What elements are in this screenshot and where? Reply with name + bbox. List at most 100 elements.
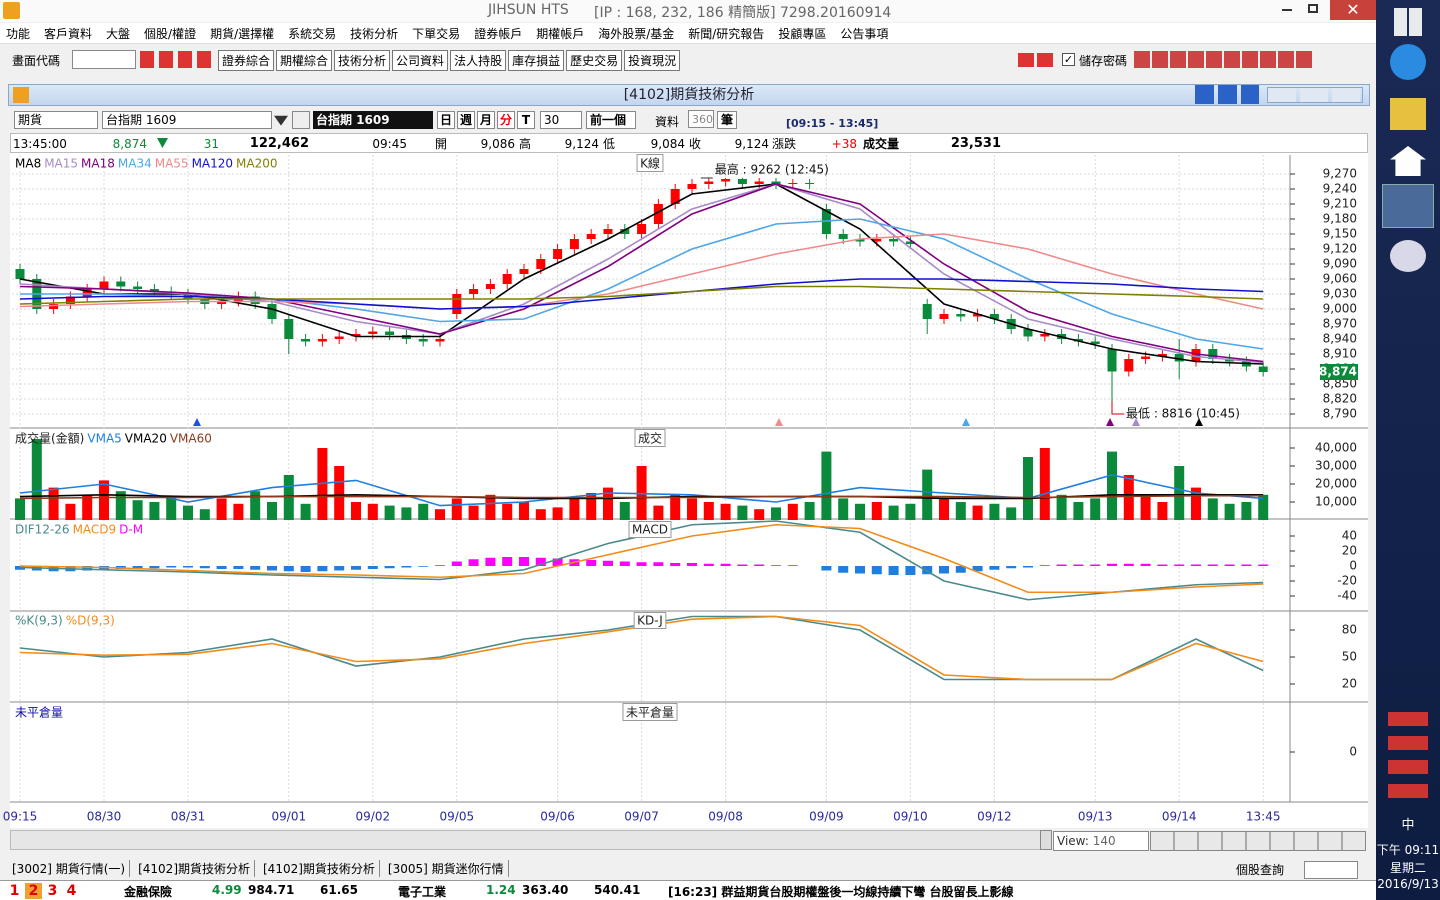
unit-button[interactable]: 筆 [717,111,737,129]
scroll-track[interactable] [10,830,1050,850]
tab[interactable]: [4102]期貨技術分析 [134,859,255,877]
market-select[interactable]: 期貨 [14,111,98,129]
menu-item[interactable]: 證券帳戶 [474,26,523,41]
menu-item[interactable]: 下單交易 [412,26,461,41]
tool-icons[interactable] [140,51,216,68]
x-tick-label: 09/12 [977,810,1012,824]
period-button[interactable]: T [517,111,535,129]
count-input[interactable]: 360 [688,110,714,128]
search-button[interactable] [292,111,310,129]
subwindow-tools[interactable] [1195,85,1259,104]
chart-tools[interactable] [1150,831,1366,851]
candle-body [301,339,311,342]
menu-item[interactable]: 系統交易 [288,26,337,41]
explorer-icon[interactable] [1390,98,1426,130]
ie-icon[interactable] [1390,44,1426,80]
volume-bar [871,502,882,520]
menu-item[interactable]: 期貨/選擇權 [210,26,275,41]
tab[interactable]: [3005] 期貨迷你行情 [384,859,509,877]
menu-item[interactable]: 新聞/研究報告 [688,26,765,41]
period-button[interactable]: 分 [497,111,515,129]
candle-body [1191,349,1201,362]
page-block[interactable]: 3 [47,883,58,899]
menu-item[interactable]: 客戶資料 [44,26,93,41]
tab[interactable]: [4102]期貨技術分析 [259,859,380,877]
home-icon[interactable] [1390,146,1426,176]
minutes-select[interactable]: 30 [540,111,582,129]
toolbar-button[interactable]: 法人持股 [450,50,507,71]
toolbar-button[interactable]: 投資現況 [624,50,681,71]
nav-arrows[interactable] [1018,53,1054,67]
y-tick-label: 8,790 [1323,407,1357,421]
candle-body [939,314,949,319]
high-label: 高 [519,137,532,151]
subwindow-icon [13,87,29,103]
histogram-bar [1174,564,1185,566]
prev-button[interactable]: 前一個 [586,111,636,129]
histogram-bar [754,564,765,566]
candle-body [687,184,697,189]
legend-entry: VMA5 [87,432,121,446]
paint-icon[interactable] [1390,240,1426,272]
menu-item[interactable]: 大盤 [106,26,131,41]
series-line [19,474,1264,507]
menu-item[interactable]: 技術分析 [350,26,399,41]
view-box[interactable]: View: 140 [1053,831,1149,851]
candle-body [973,314,983,317]
menu-item[interactable]: 海外股票/基金 [598,26,675,41]
symbol-select[interactable]: 台指期 1609 [102,111,272,129]
period-button[interactable]: 月 [477,111,495,129]
y-tick-label: 20 [1342,544,1357,558]
save-password-label: 儲存密碼 [1079,54,1128,68]
page-block[interactable]: 4 [66,883,77,899]
hts-icon[interactable] [1382,184,1434,228]
toolbar-button[interactable]: 歷史交易 [566,50,623,71]
histogram-bar [216,566,227,569]
toolbar-button[interactable]: 證券綜合 [218,50,275,71]
histogram-bar [48,566,59,572]
x-tick-label: 13:45 [1246,810,1281,824]
toolbar-button[interactable]: 技術分析 [334,50,391,71]
legend-entry: 成交量(金額) [15,431,84,446]
save-checkbox[interactable]: ✓ [1062,53,1075,66]
toolbar-button[interactable]: 庫存損益 [508,50,565,71]
menu-item[interactable]: 公告事項 [840,26,889,41]
page-block[interactable]: 1 [9,883,20,899]
query-input[interactable] [1304,861,1358,879]
tray-icons[interactable] [1388,712,1428,802]
tab-bar: [3002] 期貨行情(一) [4102]期貨技術分析 [4102]期貨技術分析 [3… [0,858,1376,878]
start-button[interactable] [1394,8,1422,36]
page-block[interactable]: 2 [25,883,42,899]
index-volume: 61.65 [320,883,358,897]
histogram-bar [619,561,630,566]
histogram-bar [989,566,1000,570]
histogram-bar [821,566,832,571]
menu-item[interactable]: 投顧專區 [778,26,827,41]
histogram-bar [1241,564,1252,566]
close-button[interactable]: ✕ [1330,0,1376,20]
histogram-bar [65,566,76,572]
period-button[interactable]: 日 [437,111,455,129]
quick-tools[interactable] [1134,51,1312,68]
candle-body [133,286,143,289]
menu-item[interactable]: 個股/權證 [144,26,197,41]
menu-item[interactable]: 功能 [6,26,31,41]
symbol-arrow[interactable] [274,115,288,126]
quote-row: 13:45:00 8,874 31 122,462 09:45 開 9,086 … [10,133,1368,153]
minimize-button[interactable] [1282,9,1292,11]
subwindow-controls[interactable] [1267,87,1363,103]
tab[interactable]: [3002] 期貨行情(一) [8,859,131,877]
histogram-bar [149,566,160,569]
menu-item[interactable]: 期權帳戶 [536,26,585,41]
period-button[interactable]: 週 [457,111,475,129]
open-label: 開 [435,137,448,151]
candle-body [267,304,277,319]
maximize-button[interactable] [1308,4,1318,13]
volume-bar [653,505,664,520]
scroll-arrow[interactable] [1040,830,1052,850]
candle-body [1225,359,1235,362]
code-input[interactable] [72,50,136,69]
toolbar-button[interactable]: 公司資料 [392,50,449,71]
annotation-leader [1111,401,1124,415]
toolbar-button[interactable]: 期權綜合 [276,50,333,71]
